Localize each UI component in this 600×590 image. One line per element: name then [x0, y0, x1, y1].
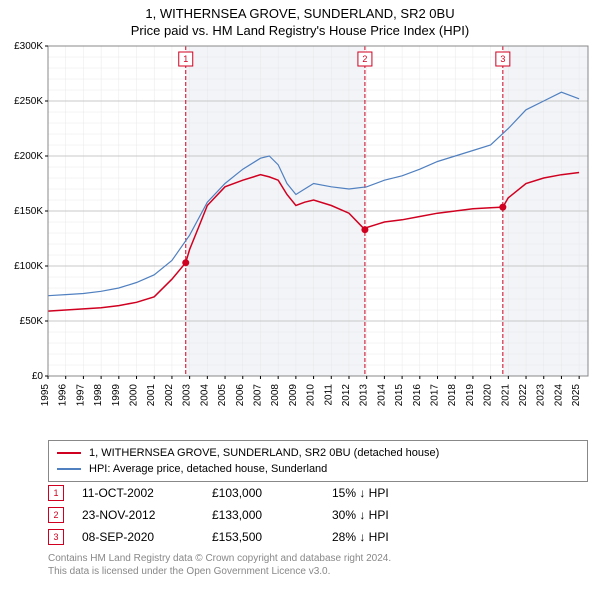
svg-text:2017: 2017 — [430, 384, 441, 407]
transactions-table: 1 11-OCT-2002 £103,000 15% ↓ HPI 2 23-NO… — [48, 482, 588, 548]
transaction-delta: 28% ↓ HPI — [332, 530, 452, 544]
svg-text:2003: 2003 — [182, 384, 193, 407]
legend-swatch — [57, 468, 81, 470]
legend-row: 1, WITHERNSEA GROVE, SUNDERLAND, SR2 0BU… — [57, 445, 579, 461]
svg-text:3: 3 — [500, 54, 505, 64]
svg-text:2019: 2019 — [465, 384, 476, 407]
svg-text:1995: 1995 — [40, 384, 51, 407]
svg-text:£100K: £100K — [14, 261, 43, 272]
svg-text:2024: 2024 — [553, 384, 564, 407]
svg-text:£250K: £250K — [14, 96, 43, 107]
chart-area: 123£0£50K£100K£150K£200K£250K£300K199519… — [48, 46, 588, 376]
transaction-row: 2 23-NOV-2012 £133,000 30% ↓ HPI — [48, 504, 588, 526]
title-block: 1, WITHERNSEA GROVE, SUNDERLAND, SR2 0BU… — [0, 0, 600, 38]
svg-text:2006: 2006 — [235, 384, 246, 407]
svg-text:2011: 2011 — [323, 384, 334, 406]
chart-container: 1, WITHERNSEA GROVE, SUNDERLAND, SR2 0BU… — [0, 0, 600, 590]
svg-text:1998: 1998 — [93, 384, 104, 407]
svg-text:£0: £0 — [32, 371, 44, 382]
svg-text:1996: 1996 — [58, 384, 69, 407]
svg-text:£50K: £50K — [20, 316, 44, 327]
svg-text:2000: 2000 — [129, 384, 140, 407]
svg-text:2: 2 — [362, 54, 367, 64]
transaction-price: £133,000 — [212, 508, 332, 522]
svg-text:2007: 2007 — [252, 384, 263, 407]
svg-text:£150K: £150K — [14, 206, 43, 217]
transaction-delta: 15% ↓ HPI — [332, 486, 452, 500]
svg-text:2025: 2025 — [571, 384, 582, 407]
legend-swatch — [57, 452, 81, 454]
legend-row: HPI: Average price, detached house, Sund… — [57, 461, 579, 477]
footer-attribution: Contains HM Land Registry data © Crown c… — [48, 552, 391, 578]
footer-line: This data is licensed under the Open Gov… — [48, 565, 391, 578]
transaction-price: £153,500 — [212, 530, 332, 544]
svg-text:2022: 2022 — [518, 384, 529, 407]
svg-text:2016: 2016 — [412, 384, 423, 407]
transaction-date: 23-NOV-2012 — [82, 508, 212, 522]
transaction-delta: 30% ↓ HPI — [332, 508, 452, 522]
transaction-marker: 2 — [48, 507, 64, 523]
transaction-marker: 1 — [48, 485, 64, 501]
transaction-marker: 3 — [48, 529, 64, 545]
title-address: 1, WITHERNSEA GROVE, SUNDERLAND, SR2 0BU — [0, 6, 600, 21]
svg-text:2018: 2018 — [447, 384, 458, 407]
svg-text:2015: 2015 — [394, 384, 405, 407]
legend-label: 1, WITHERNSEA GROVE, SUNDERLAND, SR2 0BU… — [89, 447, 439, 459]
chart-svg: 123£0£50K£100K£150K£200K£250K£300K199519… — [48, 46, 588, 436]
svg-text:£300K: £300K — [14, 41, 43, 52]
svg-text:2009: 2009 — [288, 384, 299, 407]
svg-text:2023: 2023 — [536, 384, 547, 407]
svg-text:2004: 2004 — [199, 384, 210, 407]
svg-text:2005: 2005 — [217, 384, 228, 407]
svg-text:2014: 2014 — [376, 384, 387, 407]
svg-text:2002: 2002 — [164, 384, 175, 407]
svg-text:2020: 2020 — [483, 384, 494, 407]
svg-text:1997: 1997 — [75, 384, 86, 407]
legend-label: HPI: Average price, detached house, Sund… — [89, 463, 327, 475]
svg-text:2012: 2012 — [341, 384, 352, 407]
transaction-row: 3 08-SEP-2020 £153,500 28% ↓ HPI — [48, 526, 588, 548]
transaction-price: £103,000 — [212, 486, 332, 500]
transaction-date: 08-SEP-2020 — [82, 530, 212, 544]
title-subtitle: Price paid vs. HM Land Registry's House … — [0, 23, 600, 38]
svg-text:2010: 2010 — [306, 384, 317, 407]
svg-text:2008: 2008 — [270, 384, 281, 407]
svg-text:2013: 2013 — [359, 384, 370, 407]
footer-line: Contains HM Land Registry data © Crown c… — [48, 552, 391, 565]
svg-text:1: 1 — [183, 54, 188, 64]
svg-text:2001: 2001 — [146, 384, 157, 407]
svg-text:2021: 2021 — [500, 384, 511, 407]
svg-text:£200K: £200K — [14, 151, 43, 162]
transaction-row: 1 11-OCT-2002 £103,000 15% ↓ HPI — [48, 482, 588, 504]
transaction-date: 11-OCT-2002 — [82, 486, 212, 500]
svg-text:1999: 1999 — [111, 384, 122, 407]
legend-box: 1, WITHERNSEA GROVE, SUNDERLAND, SR2 0BU… — [48, 440, 588, 482]
